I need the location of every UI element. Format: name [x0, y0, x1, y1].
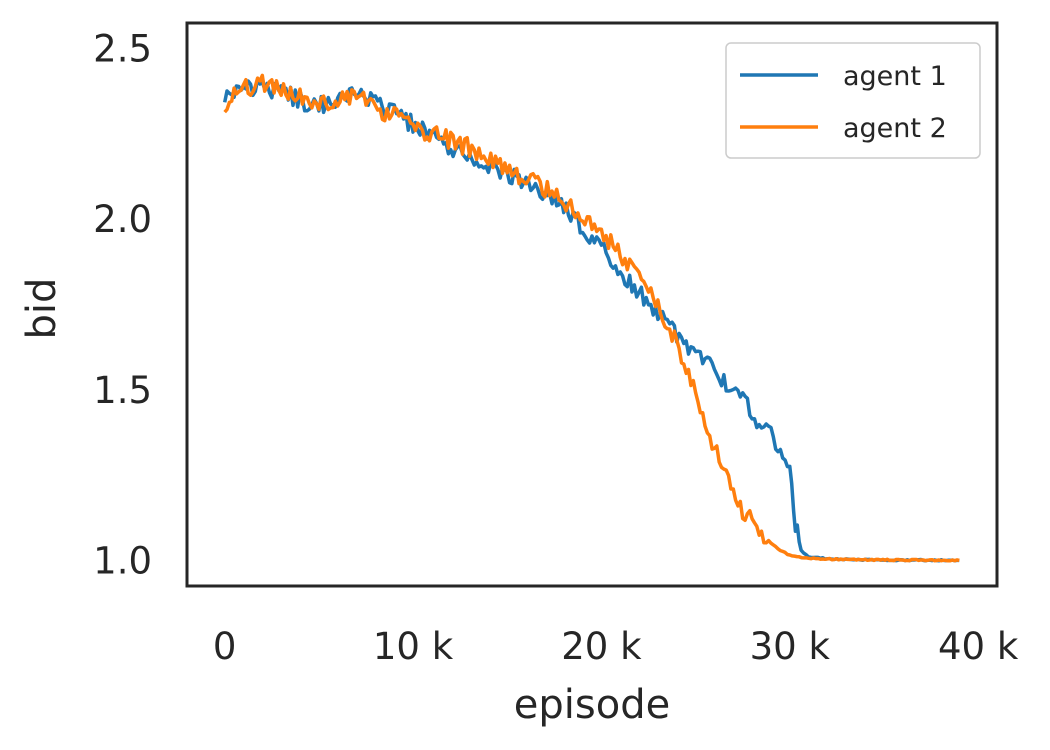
series-line-agent-2: [223, 73, 960, 563]
x-tick-label: 30 k: [750, 625, 831, 668]
y-tick-label: 1.5: [93, 369, 152, 412]
x-tick-label: 0: [213, 625, 237, 668]
x-axis-label: episode: [514, 682, 670, 728]
legend-label-agent-1: agent 1: [843, 61, 947, 92]
series-layer: [222, 73, 960, 563]
x-tick-label: 20 k: [561, 625, 642, 668]
legend: agent 1 agent 2: [725, 42, 981, 159]
y-tick-label: 2.0: [93, 198, 152, 241]
legend-box: [725, 42, 981, 159]
y-tick-label: 2.5: [93, 28, 152, 71]
y-axis-label: bid: [19, 278, 65, 340]
legend-label-agent-2: agent 2: [843, 113, 947, 144]
y-tick-label: 1.0: [93, 539, 152, 582]
x-tick-label: 40 k: [938, 625, 1019, 668]
x-tick-label: 10 k: [373, 625, 454, 668]
plot-area-frame: [185, 21, 999, 588]
y-axis-ticks: 1.0 1.5 2.0 2.5: [93, 28, 152, 583]
x-axis-ticks: 0 10 k 20 k 30 k 40 k: [213, 625, 1019, 668]
